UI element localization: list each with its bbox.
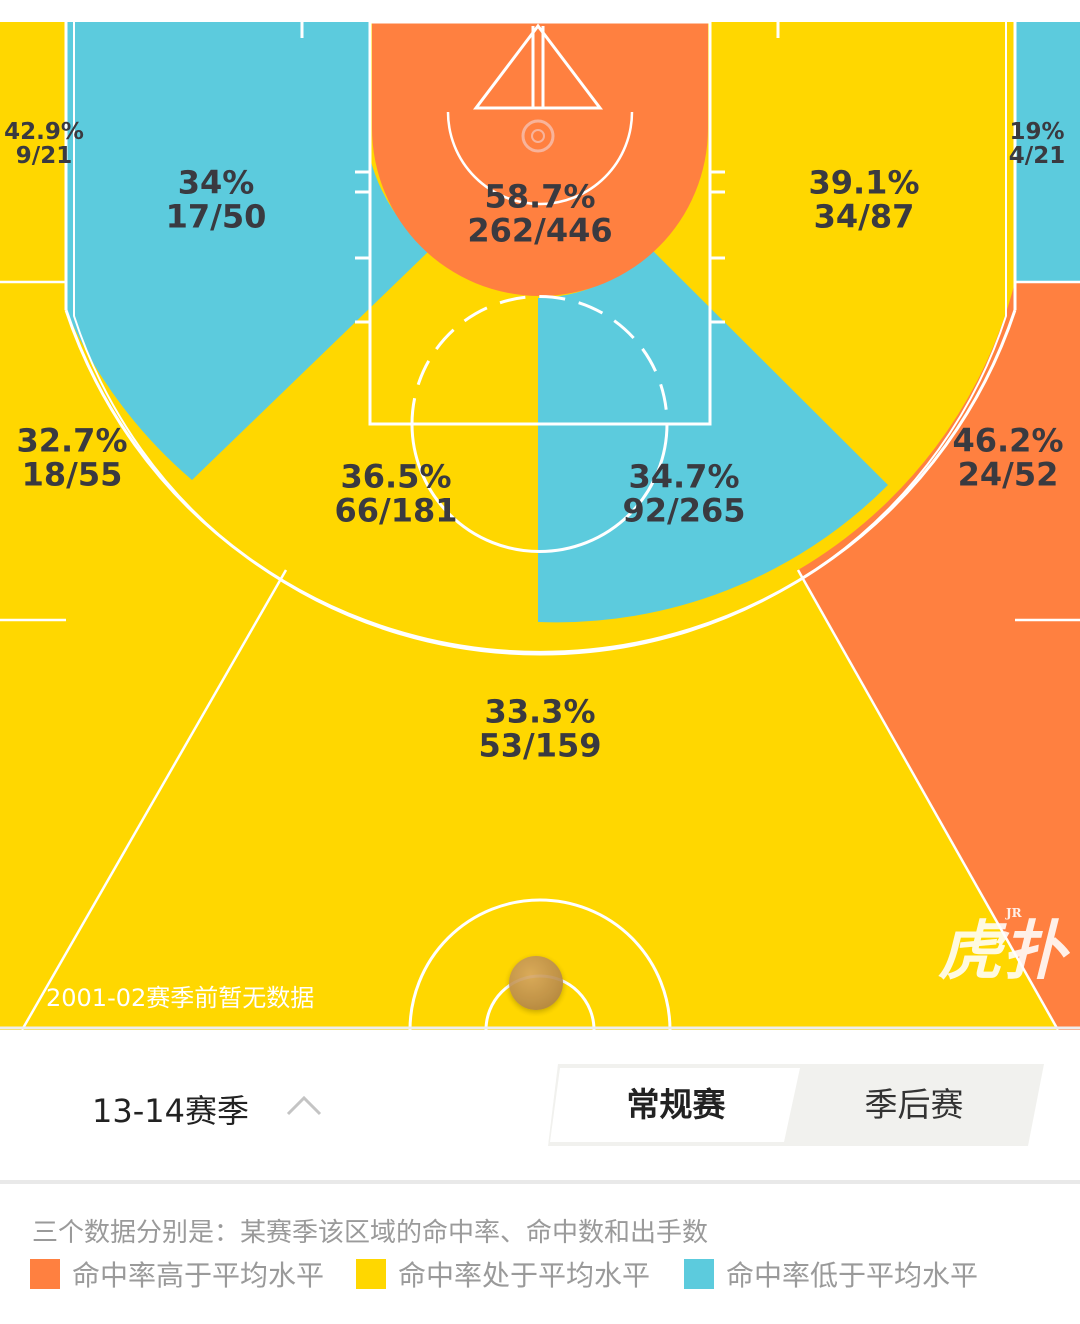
zone-pct: 39.1%	[808, 163, 920, 202]
zone-fill-restricted-area	[372, 22, 708, 296]
legend-swatch-blue	[684, 1259, 714, 1289]
zone-right-corner-three: 19% 4/21	[1009, 120, 1065, 168]
no-data-note: 2001-02赛季前暂无数据	[46, 984, 315, 1012]
zone-made-att: 262/446	[467, 211, 613, 249]
zone-fill-right-wing-three	[798, 282, 1080, 1030]
zone-pct: 36.5%	[340, 457, 452, 496]
legend-item-average: 命中率处于平均水平	[356, 1256, 650, 1292]
section-divider	[0, 1180, 1080, 1184]
zone-pct: 42.9%	[4, 118, 84, 145]
zone-made-att: 92/265	[622, 491, 746, 529]
legend-panel	[0, 1184, 1080, 1324]
zone-left-paint-midrange: 36.5% 66/181	[334, 460, 457, 527]
zone-made-att: 4/21	[1008, 143, 1066, 169]
zone-right-paint-midrange: 34.7% 92/265	[622, 460, 745, 527]
legend-label: 命中率低于平均水平	[726, 1259, 979, 1292]
zone-fill-left-midrange-baseline	[66, 22, 430, 480]
legend-swatch-yellow	[356, 1259, 386, 1289]
zone-made-att: 34/87	[813, 197, 915, 235]
zone-made-att: 18/55	[21, 455, 123, 493]
zone-fill-right-paint-midrange	[538, 250, 888, 623]
zone-top-key-three: 33.3% 53/159	[478, 695, 601, 762]
watermark-text: 虎扑	[938, 914, 1066, 989]
zone-left-corner-three: 42.9% 9/21	[4, 120, 84, 168]
zone-right-midrange-baseline: 39.1% 34/87	[808, 166, 919, 233]
rim-icon	[521, 119, 555, 153]
zone-left-midrange-baseline: 34% 17/50	[166, 166, 267, 233]
zone-pct: 34.7%	[628, 457, 740, 496]
zone-left-wing-three: 32.7% 18/55	[16, 424, 127, 491]
legend-item-above-average: 命中率高于平均水平	[30, 1256, 324, 1292]
legend-label: 命中率处于平均水平	[398, 1259, 651, 1292]
tab-group-background	[548, 1064, 1044, 1146]
zone-restricted-area: 58.7% 262/446	[467, 180, 612, 247]
zone-pct: 19%	[1009, 118, 1065, 145]
hupu-watermark-logo: 虎扑 JR	[938, 900, 1066, 992]
zone-made-att: 66/181	[334, 491, 458, 529]
basketball-drag-handle[interactable]	[509, 956, 563, 1010]
zone-made-att: 24/52	[957, 455, 1059, 493]
tab-playoffs[interactable]: 季后赛	[864, 1085, 964, 1124]
court-drawing	[0, 22, 1080, 1030]
legend-description: 三个数据分别是：某赛季该区域的命中率、命中数和出手数	[32, 1218, 709, 1248]
zone-pct: 33.3%	[484, 692, 596, 731]
zone-pct: 32.7%	[16, 421, 128, 460]
watermark-small-text: JR	[1006, 906, 1022, 920]
chevron-up-icon[interactable]	[286, 1090, 322, 1120]
zone-fill-right-corner-three	[1015, 22, 1080, 282]
zone-made-att: 53/159	[478, 726, 602, 764]
zone-pct: 46.2%	[952, 421, 1064, 460]
legend-swatch-orange	[30, 1259, 60, 1289]
zone-made-att: 9/21	[15, 143, 73, 169]
zone-made-att: 17/50	[165, 197, 267, 235]
legend-label: 命中率高于平均水平	[72, 1259, 325, 1292]
shot-chart-court: 42.9% 9/21 34% 17/50 58.7% 262/446 39.1%…	[0, 22, 1080, 1030]
zone-pct: 58.7%	[484, 177, 596, 216]
zone-pct: 34%	[177, 163, 255, 202]
zone-right-wing-three: 46.2% 24/52	[952, 424, 1063, 491]
tab-regular-season[interactable]: 常规赛	[626, 1085, 726, 1124]
legend-item-below-average: 命中率低于平均水平	[684, 1256, 978, 1292]
season-selector[interactable]: 13-14赛季	[92, 1092, 249, 1130]
season-type-tabs: 常规赛 季后赛	[548, 1064, 1044, 1146]
